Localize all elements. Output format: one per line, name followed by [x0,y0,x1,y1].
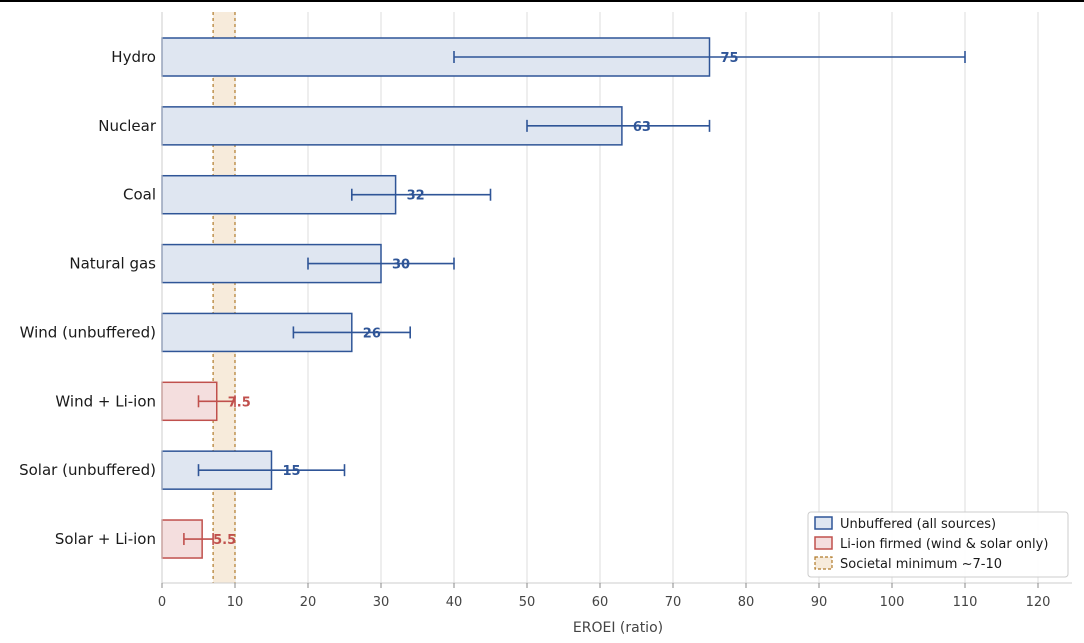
axes [161,12,1072,584]
legend-swatch-firmed [814,536,833,550]
category-label: Wind + Li-ion [55,392,156,410]
x-axis-title: EROEI (ratio) [573,620,663,636]
value-label: 75 [721,51,739,66]
value-label: 15 [283,464,301,479]
legend-label-firmed: Li-ion firmed (wind & solar only) [840,537,1048,552]
value-label: 7.5 [228,395,251,410]
grid-lines [161,12,1039,583]
x-tick-labels: 0 10 20 30 40 50 60 70 80 90 100 110 120 [158,583,1051,610]
value-label: 32 [407,189,425,204]
x-tick-label: 70 [665,595,682,610]
reference-band-fill [213,12,235,583]
category-label: Coal [123,186,156,204]
legend-label-band: Societal minimum ~7-10 [840,557,1002,572]
x-tick-label: 120 [1026,595,1051,610]
top-border [0,0,1084,2]
x-tick-label: 40 [446,595,463,610]
value-label: 26 [363,326,381,341]
legend-swatch-band [814,556,833,570]
x-tick-label: 10 [227,595,244,610]
value-label: 5.5 [213,533,236,548]
x-tick-label: 0 [158,595,166,610]
category-label: Solar + Li-ion [55,530,156,548]
category-labels: Hydro Nuclear Coal Natural gas Wind (unbuffe… [19,48,157,548]
category-label: Nuclear [98,117,157,135]
x-tick-label: 30 [373,595,390,610]
legend: Unbuffered (all sources) Li-ion firmed (w… [807,511,1069,578]
x-tick-label: 20 [300,595,317,610]
category-label: Solar (unbuffered) [19,461,156,479]
x-tick-label: 100 [880,595,905,610]
bars [161,37,711,559]
category-label: Hydro [111,48,156,66]
value-labels: 75 63 32 30 26 7.5 15 5.5 [213,51,738,548]
category-label: Wind (unbuffered) [20,323,156,341]
value-label: 63 [633,120,651,135]
x-tick-label: 110 [953,595,978,610]
category-label: Natural gas [69,255,156,273]
legend-label-unbuffered: Unbuffered (all sources) [840,517,996,532]
x-tick-label: 60 [592,595,609,610]
x-tick-label: 50 [519,595,536,610]
legend-swatch-unbuffered [814,516,833,530]
x-tick-label: 80 [738,595,755,610]
x-tick-label: 90 [811,595,828,610]
value-label: 30 [392,258,410,273]
error-bars [183,51,966,546]
reference-band [212,12,236,583]
legend-box [807,511,1069,578]
